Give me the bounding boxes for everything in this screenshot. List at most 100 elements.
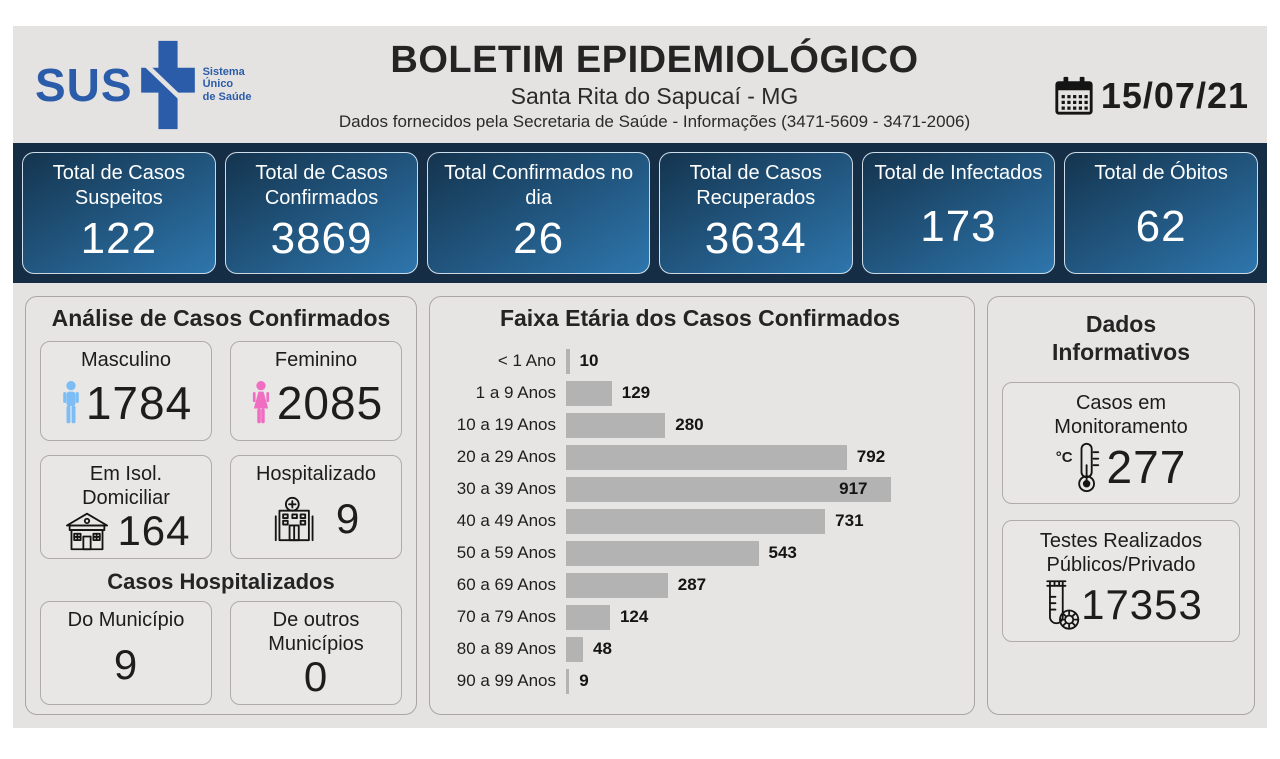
summary-card: Total de Casos Recuperados 3634 <box>658 152 853 274</box>
sus-cross-icon <box>140 40 195 129</box>
summary-card: Total de Casos Suspeitos 122 <box>22 152 216 274</box>
header-center: BOLETIM EPIDEMIOLÓGICO Santa Rita do Sap… <box>290 37 1019 133</box>
bar-label: 40 a 49 Anos <box>456 511 556 531</box>
bar-value: 917 <box>839 479 868 499</box>
calendar-icon <box>1055 76 1093 115</box>
gender-cards: Masculino 1784 Feminin <box>40 340 402 559</box>
bar <box>566 540 759 566</box>
hospitalized-cards: Do Município 9 De outros Municípios 0 <box>40 600 402 705</box>
bar-label: 1 a 9 Anos <box>475 383 556 403</box>
bar-label: 80 a 89 Anos <box>456 639 556 659</box>
municipality-card: Do Município 9 <box>40 600 212 705</box>
chart-row: 30 a 39 Anos 917 <box>444 476 956 502</box>
bar-value: 792 <box>856 447 886 467</box>
report-date: 15/07/21 <box>1019 53 1249 117</box>
summary-card-value: 3634 <box>704 214 807 263</box>
bar-label: 90 a 99 Anos <box>456 671 556 691</box>
male-card-value: 1784 <box>85 376 193 429</box>
header: SUS Sistema Único de Saúde BOLETIM EPIDE… <box>13 26 1267 143</box>
chart-row: 90 a 99 Anos 9 <box>444 668 956 694</box>
bar <box>566 668 570 694</box>
bar-label: 60 a 69 Anos <box>456 575 556 595</box>
summary-band: Total de Casos Suspeitos 122 Total de Ca… <box>13 143 1267 283</box>
chart-row: 50 a 59 Anos 543 <box>444 540 956 566</box>
info-panel: Dados Informativos Casos em Monitorament… <box>987 296 1255 715</box>
monitoring-card-value: 277 <box>1106 441 1187 494</box>
tests-card-label: Testes Realizados Públicos/Privado <box>1039 530 1203 577</box>
bar <box>566 508 826 534</box>
male-card: Masculino 1784 <box>40 340 212 441</box>
chart-row: 1 a 9 Anos 129 <box>444 380 956 406</box>
summary-card-label: Total de Casos Recuperados <box>689 162 822 209</box>
chart-row: 80 a 89 Anos 48 <box>444 636 956 662</box>
isolation-card: Em Isol. Domiciliar 164 <box>40 454 212 559</box>
monitoring-card: Casos em Monitoramento °C 277 <box>1002 382 1240 505</box>
summary-card-label: Total de Casos Confirmados <box>255 162 388 209</box>
bar-label: 70 a 79 Anos <box>456 607 556 627</box>
bar-value: 124 <box>619 607 649 627</box>
hospitalized-card: Hospitalizado 9 <box>230 454 402 559</box>
page-subtitle: Santa Rita do Sapucaí - MG <box>510 83 799 110</box>
bar-value: 48 <box>593 639 612 659</box>
test-tube-icon <box>1046 580 1080 630</box>
bar-label: 20 a 29 Anos <box>456 447 556 467</box>
bar <box>566 476 892 502</box>
thermometer-icon <box>1077 443 1099 493</box>
bar-label: 30 a 39 Anos <box>456 479 556 499</box>
bar <box>566 380 612 406</box>
bar-value: 731 <box>835 511 864 531</box>
summary-card: Total de Óbitos 62 <box>1064 152 1258 274</box>
sus-logo: SUS Sistema Único de Saúde <box>35 39 290 131</box>
main-content: Análise de Casos Confirmados Masculino <box>13 283 1267 728</box>
hospitalized-card-label: Hospitalizado <box>255 462 377 485</box>
chart-row: < 1 Ano 10 <box>444 348 956 374</box>
page-title: BOLETIM EPIDEMIOLÓGICO <box>390 38 919 81</box>
summary-card: Total de Casos Confirmados 3869 <box>224 152 419 274</box>
hospitalized-section-title: Casos Hospitalizados <box>107 568 335 594</box>
bar <box>566 444 847 470</box>
female-card: Feminino 2085 <box>230 340 402 441</box>
summary-card-label: Total de Óbitos <box>1094 162 1228 184</box>
summary-card-value: 62 <box>1135 201 1187 251</box>
analysis-panel: Análise de Casos Confirmados Masculino <box>25 296 417 715</box>
date-text: 15/07/21 <box>1100 74 1249 116</box>
monitoring-card-label: Casos em Monitoramento <box>1054 392 1188 439</box>
summary-card: Total Confirmados no dia 26 <box>427 152 650 274</box>
chart-row: 20 a 29 Anos 792 <box>444 444 956 470</box>
other-municipalities-card-label: De outros Municípios <box>268 608 364 655</box>
male-card-label: Masculino <box>80 348 172 371</box>
bar-value: 9 <box>579 671 589 691</box>
chart-row: 10 a 19 Anos 280 <box>444 412 956 438</box>
info-line: Dados fornecidos pela Secretaria de Saúd… <box>338 112 971 132</box>
isolation-card-value: 164 <box>117 506 191 554</box>
bar <box>566 412 666 438</box>
chart-row: 60 a 69 Anos 287 <box>444 572 956 598</box>
sus-tagline: Sistema Único de Saúde <box>202 65 252 103</box>
summary-card: Total de Infectados 173 <box>861 152 1056 274</box>
summary-card-value: 26 <box>513 214 565 263</box>
female-icon <box>252 380 269 423</box>
bar-value: 280 <box>675 415 704 435</box>
other-municipalities-card-value: 0 <box>303 652 329 700</box>
analysis-panel-title: Análise de Casos Confirmados <box>51 305 391 331</box>
female-card-label: Feminino <box>274 348 358 371</box>
tests-card-value: 17353 <box>1081 581 1203 629</box>
male-icon <box>63 380 79 423</box>
bulletin-board: SUS Sistema Único de Saúde BOLETIM EPIDE… <box>13 26 1267 728</box>
chart-row: 70 a 79 Anos 124 <box>444 604 956 630</box>
summary-card-label: Total de Casos Suspeitos <box>52 162 185 209</box>
isolation-card-label: Em Isol. Domiciliar <box>82 462 170 509</box>
other-municipalities-card: De outros Municípios 0 <box>230 600 402 705</box>
summary-card-value: 173 <box>920 201 997 251</box>
hospitalized-card-value: 9 <box>335 494 361 542</box>
summary-card-label: Total Confirmados no dia <box>444 162 634 209</box>
bar-value: 287 <box>677 575 707 595</box>
house-icon <box>66 512 109 550</box>
bar-label: < 1 Ano <box>497 351 556 371</box>
age-chart-panel: Faixa Etária dos Casos Confirmados < 1 A… <box>429 296 975 715</box>
sus-wordmark: SUS <box>35 58 133 111</box>
female-card-value: 2085 <box>276 376 384 429</box>
summary-card-value: 3869 <box>270 214 373 263</box>
celsius-label: °C <box>1055 448 1073 466</box>
bar-label: 50 a 59 Anos <box>456 543 556 563</box>
